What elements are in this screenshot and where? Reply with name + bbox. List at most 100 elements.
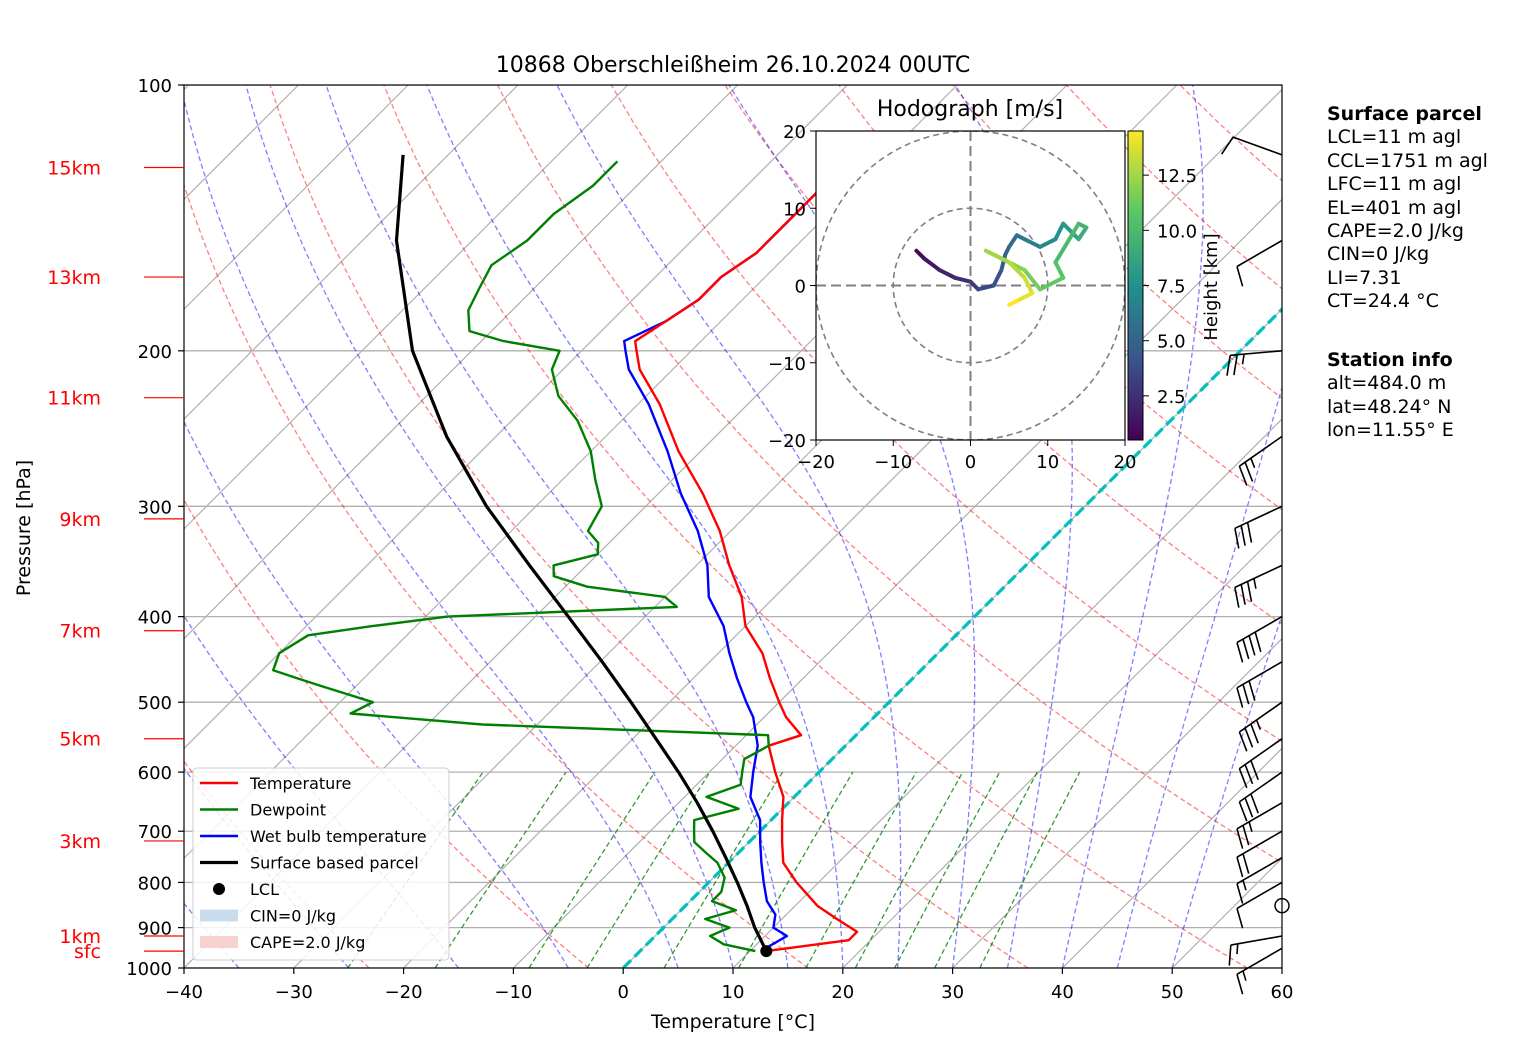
hodograph-segment bbox=[953, 275, 973, 284]
wind-barb bbox=[1236, 615, 1283, 663]
wind-barb bbox=[1238, 738, 1283, 789]
x-tick-label: −40 bbox=[165, 982, 203, 1003]
legend-label: CAPE=2.0 J/kg bbox=[250, 933, 365, 952]
y-tick-label: 800 bbox=[138, 873, 172, 894]
dry-adiabat bbox=[383, 85, 1248, 968]
surface-parcel-title: Surface parcel bbox=[1327, 103, 1482, 125]
isotherm bbox=[184, 85, 848, 750]
hodograph-segment bbox=[1038, 237, 1058, 249]
legend-label: CIN=0 J/kg bbox=[250, 907, 336, 926]
station-info-title: Station info bbox=[1327, 349, 1453, 371]
hodograph-segment bbox=[991, 268, 1004, 288]
y-tick-label: 400 bbox=[138, 608, 172, 629]
colorbar-tick-label: 5.0 bbox=[1157, 332, 1186, 353]
mixing-ratio-line bbox=[528, 771, 656, 968]
y-tick-label: 1000 bbox=[126, 959, 172, 980]
moist-adiabat bbox=[184, 97, 679, 968]
wind-barb bbox=[1236, 661, 1283, 708]
y-tick-label: 600 bbox=[138, 763, 172, 784]
height-label: 13km bbox=[47, 267, 101, 289]
wind-barb bbox=[1236, 857, 1283, 904]
x-tick-label: 0 bbox=[617, 982, 628, 1003]
isotherm bbox=[1061, 747, 1282, 968]
y-tick-label: 200 bbox=[138, 342, 172, 363]
mixing-ratio-line bbox=[934, 771, 1038, 968]
wind-barb bbox=[1238, 701, 1283, 752]
hodograph-x-tick-label: 10 bbox=[1036, 452, 1059, 473]
station-line: lon=11.55° E bbox=[1327, 419, 1454, 442]
wind-barb bbox=[1234, 505, 1283, 549]
hodograph-x-tick-label: −10 bbox=[874, 452, 912, 473]
moist-adiabat bbox=[1116, 385, 1282, 968]
x-tick-label: 40 bbox=[1051, 982, 1074, 1003]
moist-adiabat bbox=[1171, 613, 1282, 968]
colorbar-tick-label: 2.5 bbox=[1157, 387, 1186, 408]
calm-wind-circle bbox=[1274, 897, 1290, 914]
station-info-panel: Station info alt=484.0 m lat=48.24° N lo… bbox=[1327, 349, 1454, 443]
legend-label: Surface based parcel bbox=[250, 854, 419, 873]
wind-barb bbox=[1236, 239, 1283, 287]
hodograph-segment bbox=[1022, 268, 1043, 292]
legend-label: LCL bbox=[250, 880, 279, 899]
legend-swatch bbox=[200, 936, 238, 948]
colorbar-tick-label: 10.0 bbox=[1157, 221, 1197, 242]
freezing-line bbox=[622, 306, 1282, 968]
wind-barb bbox=[1226, 350, 1283, 376]
hodograph-segment bbox=[1076, 225, 1089, 242]
hodograph-segment bbox=[1053, 260, 1066, 280]
x-tick-label: −30 bbox=[275, 982, 313, 1003]
height-label: 7km bbox=[59, 621, 101, 643]
lcl-marker bbox=[760, 945, 773, 958]
chart-series bbox=[272, 154, 859, 958]
y-tick-label: 700 bbox=[138, 822, 172, 843]
surface-line: CCL=1751 m agl bbox=[1327, 149, 1488, 172]
hodograph-segment bbox=[1007, 260, 1027, 280]
dry-adiabat bbox=[838, 85, 1282, 511]
isotherm bbox=[184, 85, 629, 530]
hodograph-segment bbox=[1053, 221, 1081, 265]
legend-label: Wet bulb temperature bbox=[250, 827, 427, 846]
colorbar-label: Height [km] bbox=[1201, 233, 1222, 340]
wind-barb bbox=[1238, 771, 1283, 822]
y-tick-label: 300 bbox=[138, 497, 172, 518]
surface-line: CT=24.4 °C bbox=[1327, 290, 1439, 313]
legend-label: Temperature bbox=[249, 774, 351, 793]
moist-adiabat bbox=[184, 420, 569, 968]
hodograph-x-tick-label: −20 bbox=[797, 452, 835, 473]
surface-line: CIN=0 J/kg bbox=[1327, 243, 1430, 266]
mixing-ratio-line bbox=[805, 771, 917, 968]
y-tick-label: 500 bbox=[138, 693, 172, 714]
surface-line: EL=401 m agl bbox=[1327, 196, 1462, 219]
y-tick-label: 900 bbox=[138, 919, 172, 940]
dewpoint-line bbox=[272, 160, 770, 953]
hodograph-title: Hodograph [m/s] bbox=[877, 97, 1063, 122]
x-tick-label: 30 bbox=[941, 982, 964, 1003]
colorbar bbox=[1127, 130, 1144, 441]
legend-box bbox=[192, 767, 450, 961]
hodograph-y-tick-label: −10 bbox=[768, 354, 806, 375]
parcel-line bbox=[394, 154, 768, 952]
wind-barb bbox=[1234, 564, 1283, 608]
hodograph-segment bbox=[1038, 275, 1066, 292]
hodograph-y-tick-label: 20 bbox=[783, 122, 806, 143]
surface-line: LFC=11 m agl bbox=[1327, 173, 1462, 196]
hodograph-segment bbox=[976, 283, 996, 292]
temperature-line bbox=[634, 154, 859, 953]
wind-barb bbox=[1220, 136, 1283, 156]
moist-adiabat bbox=[325, 85, 789, 968]
moist-adiabat bbox=[184, 614, 460, 968]
mixing-ratio-line bbox=[894, 771, 1001, 968]
height-label: 15km bbox=[47, 157, 101, 179]
hodograph-y-tick-label: −20 bbox=[768, 431, 806, 452]
isotherm bbox=[184, 85, 519, 420]
colorbar-tick-label: 12.5 bbox=[1157, 166, 1197, 187]
hodograph-segment bbox=[983, 248, 1012, 265]
surface-parcel-panel: Surface parcel LCL=11 m agl CCL=1751 m a… bbox=[1327, 103, 1488, 314]
mixing-ratio-line bbox=[979, 771, 1081, 968]
hodograph-segment bbox=[1007, 233, 1019, 249]
x-tick-label: −10 bbox=[494, 982, 532, 1003]
surface-line: LCL=11 m agl bbox=[1327, 126, 1462, 149]
chart-axes: −40 −30 −20 −10 0 10 20 30 40 50 60100090080070060… bbox=[47, 76, 1293, 1003]
isotherm bbox=[184, 85, 739, 640]
height-label: sfc bbox=[74, 941, 101, 963]
